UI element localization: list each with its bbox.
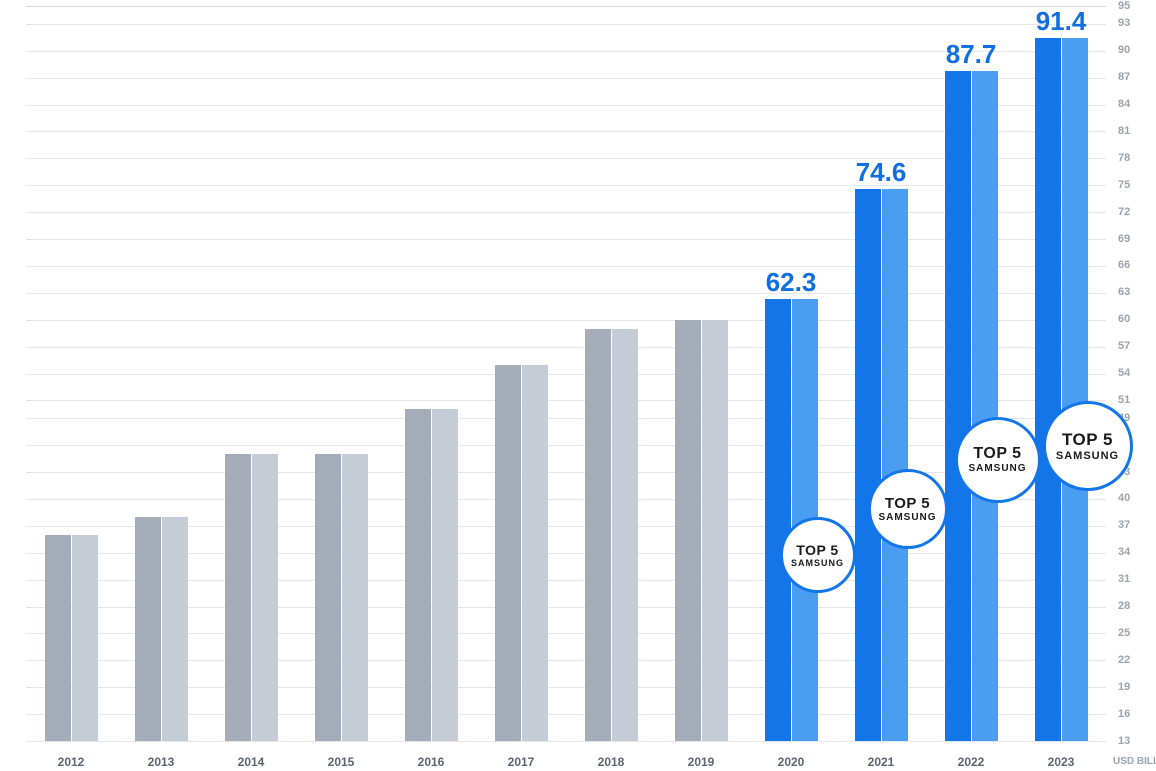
y-axis-tick-label: 19	[1118, 681, 1130, 693]
y-axis-tick-label: 25	[1118, 627, 1130, 639]
bar-dark	[855, 189, 881, 741]
gridline	[26, 741, 1106, 742]
x-axis-category-label: 2012	[58, 755, 85, 769]
bar-light	[162, 517, 188, 741]
badge-brand: SAMSUNG	[968, 463, 1026, 474]
x-axis-category-label: 2017	[508, 755, 535, 769]
x-axis-category-label: 2018	[598, 755, 625, 769]
bar-dark	[315, 454, 341, 741]
y-axis-tick-label: 40	[1118, 492, 1130, 504]
bar-value-label: 74.6	[856, 157, 907, 188]
bar-light	[972, 71, 998, 741]
y-axis-tick-label: 22	[1118, 654, 1130, 666]
bar-dark	[495, 365, 521, 741]
top5-badge: TOP 5SAMSUNG	[780, 517, 856, 593]
x-axis-category-label: 2023	[1048, 755, 1075, 769]
badge-title: TOP 5	[1062, 430, 1113, 450]
bar-value-label: 62.3	[766, 267, 817, 298]
bar-dark	[405, 409, 431, 741]
y-axis-tick-label: 57	[1118, 340, 1130, 352]
bar-light	[702, 320, 728, 741]
y-axis-tick-label: 78	[1118, 152, 1130, 164]
x-axis-category-label: 2019	[688, 755, 715, 769]
bar-light	[252, 454, 278, 741]
y-axis-tick-label: 81	[1118, 125, 1130, 137]
bar-light	[72, 535, 98, 741]
y-axis-tick-label: 37	[1118, 519, 1130, 531]
x-axis-category-label: 2015	[328, 755, 355, 769]
bar-value-label: 87.7	[946, 39, 997, 70]
gridline	[26, 24, 1106, 25]
x-axis-category-label: 2022	[958, 755, 985, 769]
top5-badge: TOP 5SAMSUNG	[955, 417, 1041, 503]
gridline	[26, 6, 1106, 7]
x-axis-category-label: 2016	[418, 755, 445, 769]
y-axis-tick-label: 34	[1118, 546, 1130, 558]
badge-brand: SAMSUNG	[791, 558, 844, 568]
bar-light	[432, 409, 458, 741]
bar-dark	[1035, 38, 1061, 741]
y-axis-tick-label: 51	[1118, 394, 1130, 406]
badge-title: TOP 5	[796, 542, 838, 558]
bar-value-label: 91.4	[1036, 6, 1087, 37]
brand-value-bar-chart: 1316192225283134374043464951545760636669…	[0, 0, 1156, 771]
plot-area	[26, 6, 1106, 741]
bar-light	[1062, 38, 1088, 741]
bar-dark	[585, 329, 611, 741]
bar-dark	[945, 71, 971, 741]
y-axis-tick-label: 84	[1118, 98, 1130, 110]
y-axis-tick-label: 54	[1118, 367, 1130, 379]
y-axis-tick-label: 16	[1118, 708, 1130, 720]
gridline	[26, 51, 1106, 52]
y-axis-tick-label: 60	[1118, 313, 1130, 325]
badge-brand: SAMSUNG	[1056, 450, 1119, 462]
bar-light	[342, 454, 368, 741]
x-axis-category-label: 2014	[238, 755, 265, 769]
y-axis-tick-label: 93	[1118, 17, 1130, 29]
x-axis-category-label: 2020	[778, 755, 805, 769]
top5-badge: TOP 5SAMSUNG	[868, 469, 948, 549]
badge-title: TOP 5	[885, 495, 930, 512]
y-axis-tick-label: 90	[1118, 44, 1130, 56]
y-axis-unit-label: USD BILLION	[1113, 756, 1156, 767]
y-axis-tick-label: 95	[1118, 0, 1130, 12]
y-axis-tick-label: 75	[1118, 179, 1130, 191]
x-axis-category-label: 2021	[868, 755, 895, 769]
bar-light	[522, 365, 548, 741]
badge-title: TOP 5	[973, 445, 1021, 463]
y-axis-tick-label: 28	[1118, 600, 1130, 612]
y-axis-tick-label: 63	[1118, 286, 1130, 298]
y-axis-tick-label: 69	[1118, 233, 1130, 245]
y-axis-tick-label: 66	[1118, 259, 1130, 271]
y-axis-tick-label: 72	[1118, 206, 1130, 218]
bar-dark	[675, 320, 701, 741]
bar-dark	[45, 535, 71, 741]
bar-light	[612, 329, 638, 741]
top5-badge: TOP 5SAMSUNG	[1043, 401, 1133, 491]
badge-brand: SAMSUNG	[878, 512, 936, 523]
bar-dark	[135, 517, 161, 741]
x-axis-category-label: 2013	[148, 755, 175, 769]
bar-dark	[765, 299, 791, 741]
y-axis-tick-label: 13	[1118, 735, 1130, 747]
bar-dark	[225, 454, 251, 741]
y-axis-tick-label: 87	[1118, 71, 1130, 83]
bar-light	[882, 189, 908, 741]
y-axis-tick-label: 31	[1118, 573, 1130, 585]
